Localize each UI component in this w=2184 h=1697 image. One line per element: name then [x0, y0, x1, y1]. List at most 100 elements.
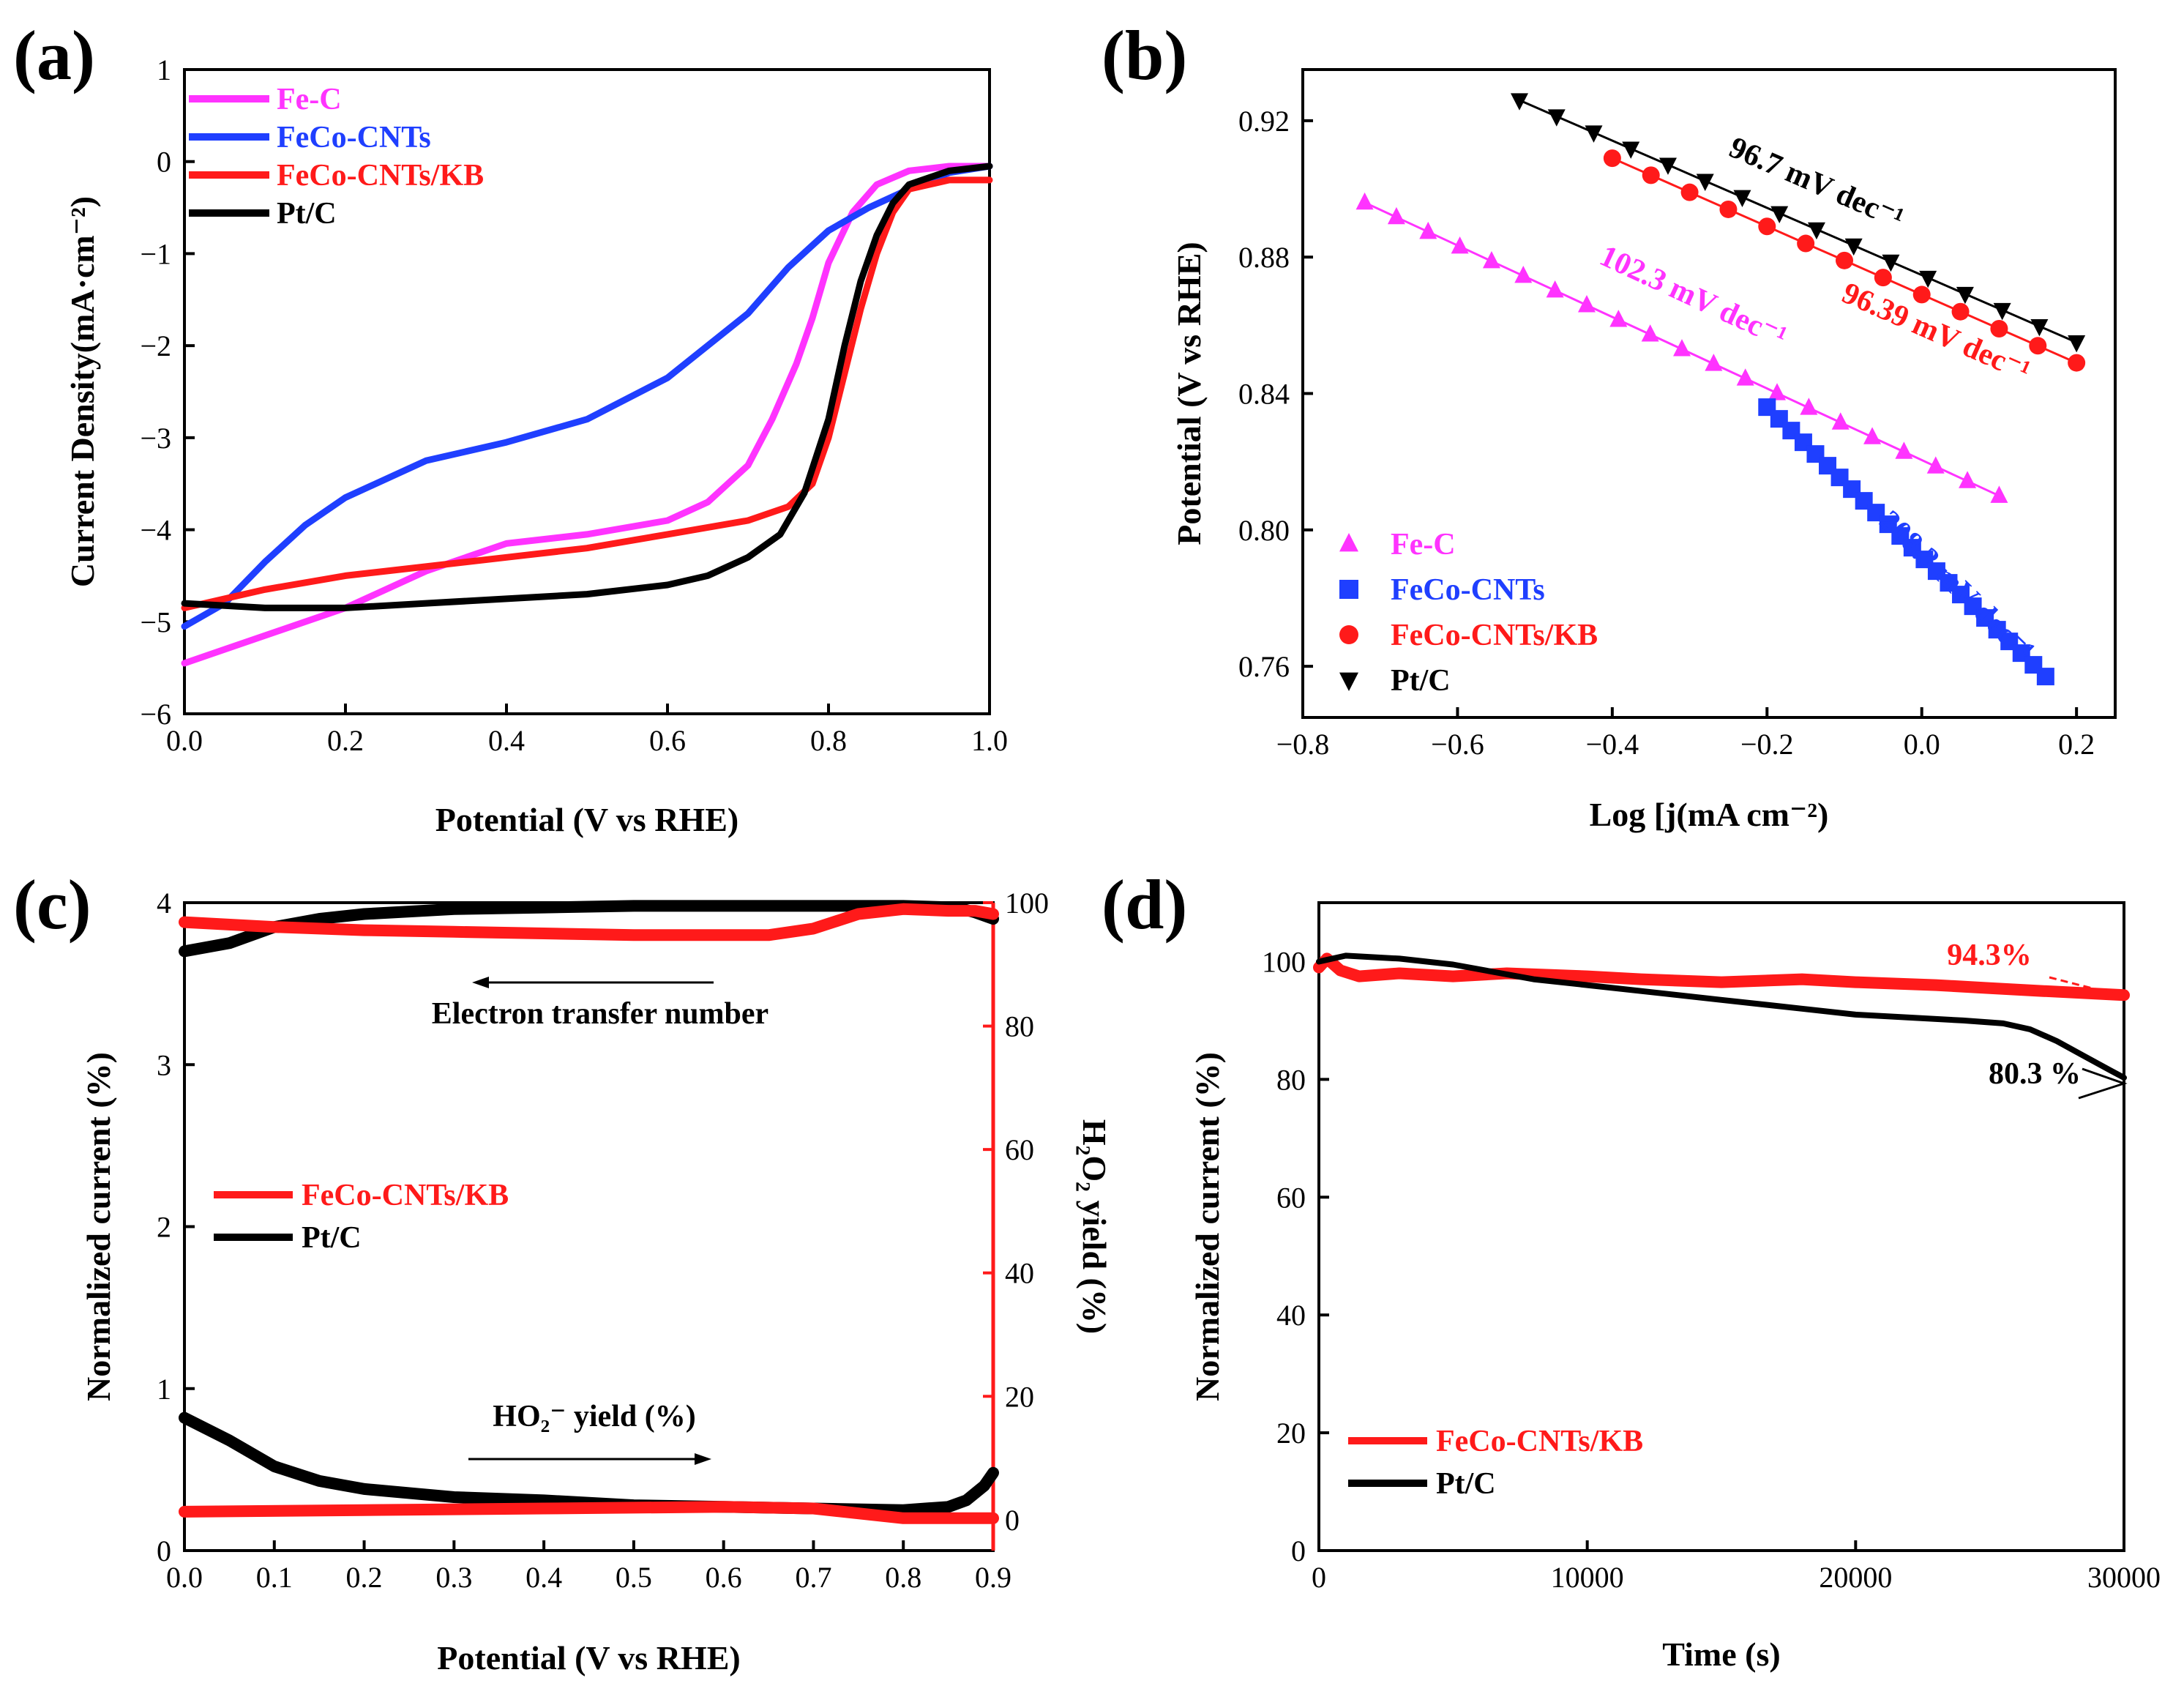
legend-label-b-1: FeCo-CNTs [1391, 573, 1545, 607]
x-tick-label-d-3: 30000 [2087, 1561, 2161, 1594]
marker-b-2-8 [1912, 286, 1931, 304]
x-tick-label-a-5: 1.0 [971, 724, 1008, 757]
y-tick-label-c-3: 1 [157, 1373, 171, 1406]
y-tick-label-a-0: 1 [157, 53, 171, 86]
legend-label-b-0: Fe-C [1391, 528, 1456, 562]
annotation-ho2-yield: HO₂⁻ yield (%) [493, 1400, 695, 1433]
y-right-tick-label-c-2: 60 [1005, 1133, 1034, 1166]
y-right-axis-title-c: H₂O₂ yield (%) [1076, 1119, 1113, 1334]
marker-b-3-2 [1585, 125, 1603, 143]
marker-b-0-11 [1705, 354, 1723, 371]
series-a-feco-cnts-kb [181, 176, 993, 611]
x-tick-label-c-2: 0.2 [346, 1561, 383, 1594]
marker-b-3-15 [2068, 335, 2086, 353]
legend-label-c-0: FeCo-CNTs/KB [302, 1179, 509, 1212]
legend-label-a-0: Fe-C [277, 83, 342, 116]
marker-b-0-14 [1800, 398, 1818, 415]
legend-marker-b-0 [1339, 533, 1358, 552]
x-tick-label-d-0: 0 [1312, 1561, 1326, 1594]
y-tick-label-a-5: −4 [140, 514, 171, 547]
marker-b-3-12 [1956, 286, 1974, 305]
x-tick-label-c-8: 0.8 [885, 1561, 921, 1594]
plot-frame-a [183, 68, 991, 715]
marker-b-3-9 [1844, 238, 1863, 256]
y-axis-title-d: Normalized current (%) [1189, 1052, 1226, 1401]
legend-label-d-1: Pt/C [1436, 1467, 1496, 1501]
marker-b-0-0 [1355, 192, 1374, 210]
marker-b-0-4 [1482, 250, 1500, 269]
marker-b-3-8 [1807, 222, 1825, 240]
series-d-feco-cnts-kb [1313, 952, 2130, 1002]
panel-label-c: (c) [13, 865, 91, 944]
y-tick-label-d-4: 20 [1276, 1417, 1306, 1450]
marker-b-2-10 [1990, 320, 2008, 337]
x-tick-label-a-3: 0.6 [649, 724, 686, 757]
marker-b-2-6 [1836, 251, 1853, 269]
y-right-tick-label-c-5: 0 [1005, 1504, 1020, 1537]
x-tick-label-a-2: 0.4 [488, 724, 525, 757]
x-tick-label-b-3: −0.2 [1740, 728, 1794, 761]
x-tick-label-c-1: 0.1 [256, 1561, 293, 1594]
y-tick-label-c-2: 2 [157, 1211, 171, 1244]
legend-label-b-3: Pt/C [1391, 664, 1451, 698]
series-d-pt-c [1316, 952, 2127, 1081]
y-tick-label-a-2: −1 [140, 237, 171, 270]
y-tick-label-b-2: 0.84 [1238, 378, 1290, 411]
marker-b-3-11 [1919, 270, 1937, 288]
chart-c: 0.0 0.1 0.2 0.3 0.4 0.5 0.6 0.7 0.8 0.9 4 3 2 1 0 100 80… [80, 887, 1113, 1677]
marker-b-0-10 [1673, 339, 1691, 357]
series-c-3 [179, 1501, 999, 1524]
marker-b-0-6 [1546, 280, 1564, 298]
marker-b-3-13 [1993, 302, 2011, 321]
y-axis-title-b: Potential (V vs RHE) [1170, 242, 1208, 545]
legend-label-c-1: Pt/C [302, 1221, 362, 1255]
marker-b-0-18 [1926, 456, 1945, 474]
arrow-head-c-1 [472, 977, 489, 988]
marker-b-0-1 [1387, 206, 1405, 225]
y-tick-label-b-3: 0.80 [1238, 514, 1290, 547]
marker-b-2-9 [1951, 302, 1970, 321]
y-axis-title-c: Normalized current (%) [80, 1052, 117, 1401]
marker-b-2-12 [2068, 354, 2086, 372]
x-tick-label-b-5: 0.2 [2058, 728, 2095, 761]
x-axis-title-d: Time (s) [1662, 1636, 1780, 1673]
y-tick-label-b-4: 0.76 [1238, 650, 1290, 683]
x-tick-label-c-4: 0.4 [526, 1561, 562, 1594]
marker-b-0-15 [1831, 412, 1850, 430]
marker-b-3-1 [1547, 109, 1566, 127]
y-tick-label-a-1: 0 [157, 146, 171, 179]
y-tick-label-a-6: −5 [140, 605, 171, 638]
x-tick-label-b-0: −0.8 [1276, 728, 1330, 761]
marker-b-3-4 [1658, 157, 1677, 175]
x-axis-title-a: Potential (V vs RHE) [435, 801, 738, 838]
annotation-943: 94.3% [1947, 939, 2032, 972]
y-tick-label-b-0: 0.92 [1238, 105, 1290, 138]
x-tick-label-b-4: 0.0 [1904, 728, 1940, 761]
series-a-feco-cnts [181, 163, 993, 630]
y-tick-label-c-0: 4 [157, 887, 171, 920]
marker-b-0-5 [1514, 266, 1533, 283]
x-axis-title-b: Log [j(mA cm⁻²) [1590, 796, 1829, 833]
annotation-803: 80.3 % [1989, 1057, 2081, 1091]
chart-d: 0 10000 20000 30000 100 80 60 40 20 0 94.3% 80.3 % T… [1189, 901, 2161, 1673]
marker-b-0-2 [1419, 221, 1437, 239]
marker-b-2-2 [1680, 183, 1699, 201]
marker-b-3-7 [1770, 206, 1789, 224]
y-tick-label-d-5: 0 [1291, 1534, 1306, 1567]
legend-marker-b-3 [1339, 672, 1358, 691]
y-tick-label-c-4: 0 [157, 1534, 171, 1567]
y-tick-label-d-2: 60 [1276, 1181, 1306, 1214]
series-a-pt-c [181, 163, 993, 611]
legend-label-b-2: FeCo-CNTs/KB [1391, 619, 1598, 652]
chart-b: −0.8 −0.6 −0.4 −0.2 0.0 0.2 0.92 0.88 0.84 0.80 0.… [1170, 68, 2117, 833]
panel-label-b: (b) [1102, 16, 1187, 94]
y-tick-label-a-4: −3 [140, 422, 171, 455]
marker-b-2-7 [1874, 269, 1892, 287]
fit-line-b-3 [1518, 99, 2078, 344]
marker-b-0-20 [1990, 485, 2008, 503]
series-c-1 [179, 903, 999, 941]
chart-a: 0.0 0.2 0.4 0.6 0.8 1.0 1 0 −1 −2 −3 −4 −5 −6 Potentia… [64, 53, 1008, 838]
y-tick-label-b-1: 0.88 [1238, 241, 1290, 274]
x-tick-label-c-3: 0.3 [435, 1561, 472, 1594]
